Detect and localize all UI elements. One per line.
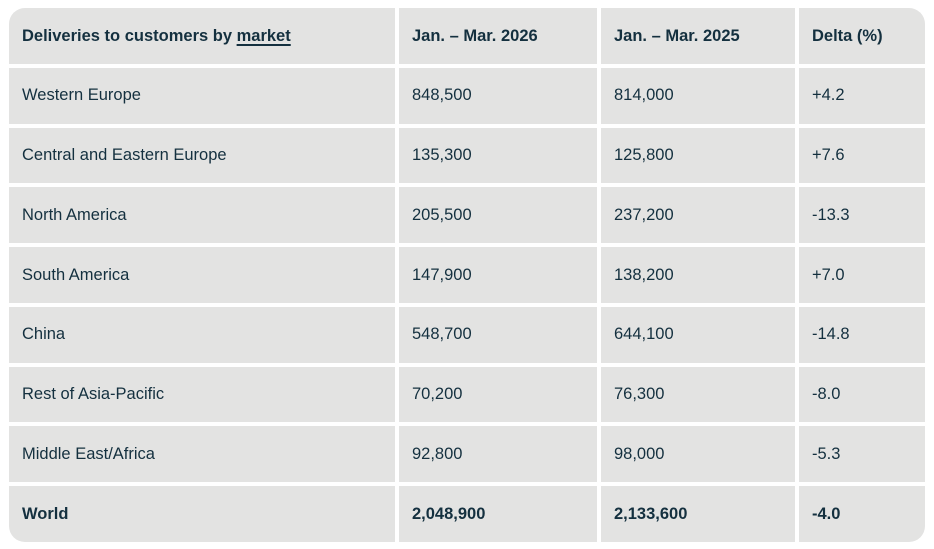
cell-delta: +7.0 — [799, 247, 925, 303]
cell-market: China — [9, 306, 395, 363]
cell-market: South America — [9, 247, 395, 303]
cell-2025: 814,000 — [601, 67, 795, 124]
header-cell-market: Deliveries to customers by market — [9, 8, 395, 64]
cell-market: Rest of Asia-Pacific — [9, 366, 395, 423]
cell-delta: -4.0 — [799, 486, 925, 542]
cell-market: North America — [9, 187, 395, 244]
cell-2025: 125,800 — [601, 127, 795, 184]
cell-2026: 70,200 — [399, 366, 597, 423]
header-cell-2026: Jan. – Mar. 2026 — [399, 8, 597, 64]
header-cell-2025: Jan. – Mar. 2025 — [601, 8, 795, 64]
header-market-prefix: Deliveries to customers by — [22, 26, 233, 45]
cell-market: Middle East/Africa — [9, 426, 395, 483]
cell-2026: 848,500 — [399, 67, 597, 124]
cell-delta: -13.3 — [799, 187, 925, 244]
cell-market: Central and Eastern Europe — [9, 127, 395, 184]
cell-2025: 2,133,600 — [601, 486, 795, 542]
cell-delta: +7.6 — [799, 127, 925, 184]
cell-market: World — [9, 486, 395, 542]
cell-delta: +4.2 — [799, 67, 925, 124]
cell-market: Western Europe — [9, 67, 395, 124]
cell-2026: 135,300 — [399, 127, 597, 184]
header-cell-delta: Delta (%) — [799, 8, 925, 64]
cell-2026: 147,900 — [399, 247, 597, 303]
cell-2026: 92,800 — [399, 426, 597, 483]
deliveries-table: Deliveries to customers by market Jan. –… — [9, 8, 925, 542]
cell-2026: 205,500 — [399, 187, 597, 244]
cell-delta: -8.0 — [799, 366, 925, 423]
cell-delta: -5.3 — [799, 426, 925, 483]
cell-2026: 548,700 — [399, 306, 597, 363]
cell-2025: 138,200 — [601, 247, 795, 303]
cell-2025: 98,000 — [601, 426, 795, 483]
cell-2025: 644,100 — [601, 306, 795, 363]
cell-2026: 2,048,900 — [399, 486, 597, 542]
cell-2025: 76,300 — [601, 366, 795, 423]
cell-delta: -14.8 — [799, 306, 925, 363]
market-link[interactable]: market — [236, 26, 291, 45]
cell-2025: 237,200 — [601, 187, 795, 244]
